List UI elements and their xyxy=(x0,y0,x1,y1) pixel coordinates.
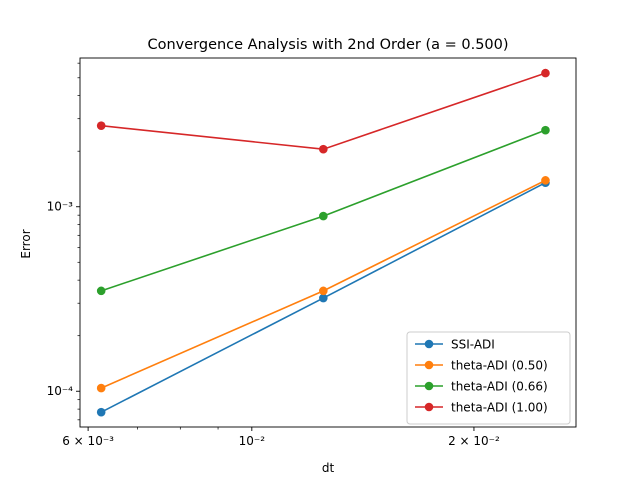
data-point xyxy=(541,68,550,78)
data-point xyxy=(96,407,106,417)
legend-label: SSI-ADI xyxy=(451,338,495,352)
data-point xyxy=(96,121,106,130)
data-point xyxy=(319,286,328,296)
axes-frame xyxy=(79,57,577,428)
legend-marker xyxy=(424,339,434,349)
data-point xyxy=(96,286,106,296)
x-axis-label: dt xyxy=(322,461,335,475)
chart-title: Convergence Analysis with 2nd Order (a =… xyxy=(147,37,508,53)
data-point xyxy=(96,383,106,393)
legend-label: theta-ADI (0.50) xyxy=(451,359,548,373)
y-tick-label: 10⁻⁴ xyxy=(47,384,74,398)
legend-label: theta-ADI (1.00) xyxy=(451,401,548,415)
data-point xyxy=(319,293,328,303)
data-point xyxy=(541,125,550,135)
x-tick-label: 2 × 10⁻² xyxy=(448,434,500,448)
plot-area: 6 × 10⁻³ 10⁻² 2 × 10⁻² 10⁻⁴ 10⁻³ xyxy=(47,57,577,448)
y-tick-label: 10⁻³ xyxy=(47,200,74,214)
data-point xyxy=(319,144,328,154)
legend-marker xyxy=(424,381,434,391)
x-tick-label: 10⁻² xyxy=(239,434,266,448)
x-tick-label: 6 × 10⁻³ xyxy=(62,434,114,448)
data-point xyxy=(319,211,328,221)
legend: SSI-ADI theta-ADI (0.50) theta-ADI (0.66) t… xyxy=(406,331,571,425)
legend-label: theta-ADI (0.66) xyxy=(451,380,548,394)
legend-marker xyxy=(424,360,434,370)
legend-box xyxy=(406,331,571,425)
data-point xyxy=(541,176,550,185)
legend-marker xyxy=(424,402,434,412)
y-axis-label: Error xyxy=(19,229,33,258)
